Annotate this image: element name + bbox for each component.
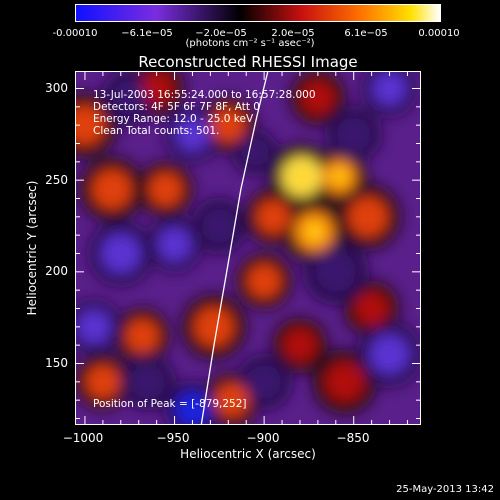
negative-emission-blob — [175, 117, 210, 152]
colorbar-tick-label: −6.1e−05 — [121, 28, 173, 39]
colorbar-tick-label: 6.1e−05 — [344, 28, 388, 39]
y-axis-label: Heliocentric Y (arcsec) — [25, 180, 39, 316]
positive-emission-blob — [255, 199, 291, 235]
positive-emission-blob — [214, 382, 250, 418]
negative-emission-blob — [372, 72, 407, 106]
positive-emission-blob — [91, 169, 132, 210]
x-tick-label: −950 — [156, 431, 190, 445]
emission-core — [292, 167, 311, 186]
positive-emission-blob — [125, 318, 160, 354]
x-tick-label: −850 — [336, 431, 370, 445]
negative-emission-blob — [112, 80, 147, 115]
positive-emission-blob — [300, 80, 336, 115]
y-tick-label: 250 — [45, 173, 68, 187]
positive-emission-blob — [354, 291, 389, 326]
y-tick-label: 300 — [45, 81, 68, 95]
annotation-detectors: Detectors: 4F 5F 6F 7F 8F, Att 0 — [93, 101, 260, 113]
colorbar — [75, 4, 441, 22]
emission-core — [331, 168, 347, 185]
colorbar-units: (photons cm⁻² s⁻¹ asec⁻²) — [185, 38, 315, 49]
chart-title: Reconstructed RHESSI Image — [138, 53, 358, 71]
negative-emission-blob — [336, 117, 371, 152]
rhessi-image — [76, 72, 420, 424]
negative-emission-blob — [175, 392, 210, 424]
positive-emission-blob — [211, 107, 246, 143]
annotation-time: 13-Jul-2003 16:55:24.000 to 16:57:28.000 — [93, 89, 316, 101]
positive-emission-blob — [324, 361, 365, 402]
negative-emission-blob — [130, 364, 165, 400]
annotation-clean: Clean Total counts: 501. — [93, 125, 220, 137]
negative-emission-blob — [202, 208, 237, 244]
colorbar-tick-label: -0.00010 — [52, 28, 98, 39]
x-tick-label: −1000 — [62, 431, 104, 445]
annotation-energy: Energy Range: 12.0 - 25.0 keV — [93, 113, 254, 125]
x-axis-label: Heliocentric X (arcsec) — [180, 447, 316, 461]
negative-emission-blob — [157, 227, 192, 262]
y-tick-label: 200 — [45, 264, 68, 278]
solar-limb-line — [200, 72, 269, 424]
positive-emission-blob — [246, 263, 282, 299]
colorbar-tick-label: 2.0e−05 — [271, 28, 315, 39]
x-tick-label: −900 — [246, 431, 280, 445]
positive-emission-blob — [139, 72, 174, 106]
emission-blobs — [76, 72, 420, 424]
plot-frame — [75, 71, 421, 425]
negative-emission-blob — [240, 138, 270, 167]
emission-core — [305, 222, 324, 241]
negative-emission-blob — [315, 251, 356, 292]
positive-emission-blob — [193, 306, 235, 347]
negative-emission-blob — [369, 334, 410, 375]
positive-emission-blob — [282, 327, 318, 363]
negative-emission-blob — [100, 233, 141, 274]
positive-emission-blob — [85, 364, 121, 400]
footer-timestamp: 25-May-2013 13:42 — [396, 484, 494, 495]
positive-emission-blob — [148, 172, 183, 207]
negative-emission-blob — [246, 364, 282, 400]
y-tick-label: 150 — [45, 356, 68, 370]
colorbar-tick-label: 0.00010 — [418, 28, 460, 39]
peak-label: Position of Peak = [-879,252] — [93, 398, 247, 410]
positive-emission-blob — [347, 196, 389, 237]
positive-emission-blob — [76, 105, 106, 146]
negative-emission-blob — [76, 309, 112, 345]
colorbar-tick-label: −2.0e−05 — [195, 28, 247, 39]
